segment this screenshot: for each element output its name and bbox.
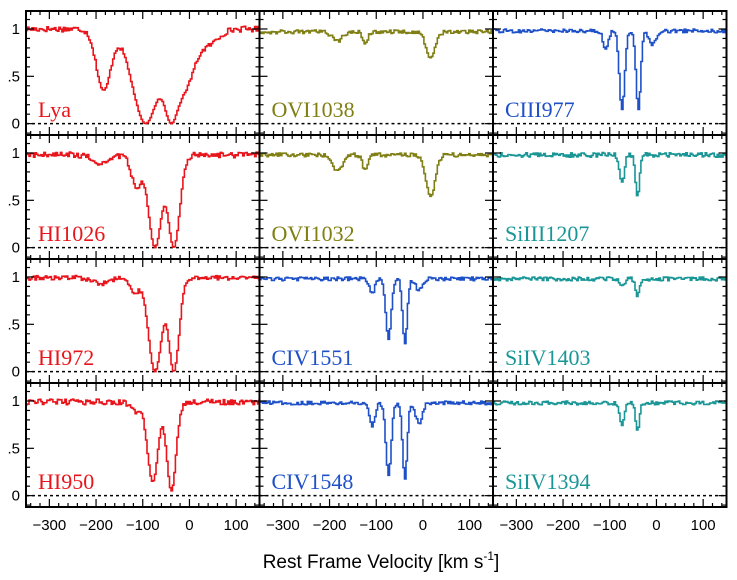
spectrum-line (26, 274, 260, 373)
panel-civ1548: CIV1548 (258, 382, 494, 508)
spectrum-line (493, 276, 727, 298)
x-tick-label: 0 (185, 517, 193, 534)
y-tick-label: 0 (12, 364, 20, 381)
spectrum-line (259, 400, 493, 480)
x-tick-label: −200 (79, 517, 113, 534)
x-axis-labels: −300 −200 −100 0 100 −300 −200 −100 0 100 −300 −200… (32, 517, 715, 534)
spectrum-line (259, 152, 493, 198)
ion-label: CIV1551 (272, 345, 354, 370)
panel-hi950: HI950 (25, 382, 261, 508)
panel-hi972: HI972 (25, 258, 261, 384)
spectrum-line (493, 400, 727, 431)
x-tick-label: 100 (224, 517, 249, 534)
ion-label: HI972 (38, 345, 94, 370)
x-tick-label: −100 (359, 517, 393, 534)
spectrum-line (26, 398, 260, 492)
ion-label: SiIV1394 (505, 469, 591, 494)
y-axis-labels: 0 .5 1 0 .5 1 0 .5 1 0 .5 1 (7, 21, 20, 505)
spectrum-line (26, 151, 260, 249)
x-axis-title-suffix: ] (494, 552, 499, 573)
y-tick-label: 0 (12, 240, 20, 257)
ion-label: Lya (38, 97, 71, 122)
ion-label: HI950 (38, 469, 94, 494)
y-tick-label: 1 (12, 269, 20, 286)
y-tick-label: 0 (12, 488, 20, 505)
panel-lya: Lya (25, 10, 261, 136)
ion-label: OVI1032 (272, 221, 355, 246)
spectrum-line (26, 25, 260, 125)
ion-label: SiIV1403 (505, 345, 591, 370)
panel-ciii977: CIII977 (492, 10, 728, 136)
x-tick-label: 0 (652, 517, 660, 534)
spectrum-line (493, 151, 727, 197)
ion-label: CIV1548 (272, 469, 354, 494)
spectrum-line (259, 29, 493, 59)
x-axis-title: Rest Frame Velocity [km s-1] (263, 549, 500, 573)
x-tick-label: −100 (126, 517, 160, 534)
x-tick-label: −200 (313, 517, 347, 534)
panel-ovi1032: OVI1032 (258, 134, 494, 260)
spectrum-line (493, 28, 727, 111)
ion-label: HI1026 (38, 221, 105, 246)
x-tick-label: −100 (593, 517, 627, 534)
ion-label: SiIII1207 (505, 221, 589, 246)
panel-civ1551: CIV1551 (258, 258, 494, 384)
x-tick-label: 0 (419, 517, 427, 534)
x-axis-title-sup: -1 (483, 549, 494, 563)
ion-label: CIII977 (505, 97, 575, 122)
panels-group: Lya OVI1038 CIII977 HI1026 OVI1032 SiIII1207 H… (25, 10, 728, 508)
panel-ovi1038: OVI1038 (258, 10, 494, 136)
x-tick-label: −300 (499, 517, 533, 534)
panel-hi1026: HI1026 (25, 134, 261, 260)
x-axis-title-main: Rest Frame Velocity [km s (263, 552, 484, 573)
y-tick-label: 1 (12, 145, 20, 162)
panel-siiii1207: SiIII1207 (492, 134, 728, 260)
x-tick-label: −200 (546, 517, 580, 534)
y-tick-label: .5 (7, 440, 20, 457)
y-tick-label: 1 (12, 21, 20, 38)
x-tick-label: −300 (32, 517, 66, 534)
ion-label: OVI1038 (272, 97, 355, 122)
y-tick-label: 0 (12, 116, 20, 133)
y-tick-label: .5 (7, 316, 20, 333)
x-tick-label: 100 (691, 517, 716, 534)
spectrum-line (259, 276, 493, 345)
x-tick-label: −300 (266, 517, 300, 534)
y-tick-label: .5 (7, 68, 20, 85)
y-tick-label: .5 (7, 192, 20, 209)
x-tick-label: 100 (457, 517, 482, 534)
y-tick-label: 1 (12, 393, 20, 410)
panel-siiv1403: SiIV1403 (492, 258, 728, 384)
panel-siiv1394: SiIV1394 (492, 382, 728, 508)
